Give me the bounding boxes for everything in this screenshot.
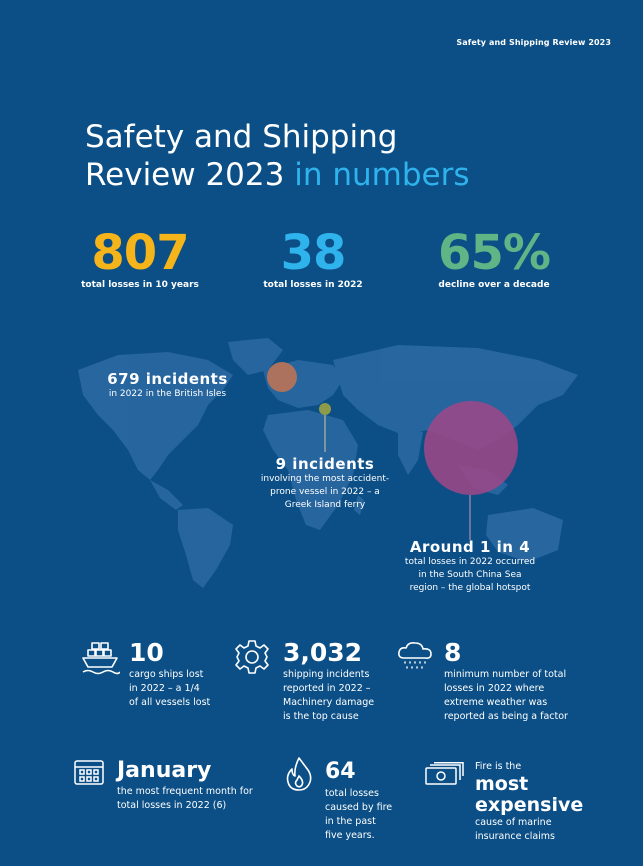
stat-value: 3,032 — [283, 638, 363, 667]
stat-text-line-2: in 2022 – a 1/4 — [129, 683, 200, 694]
calendar-icon — [73, 758, 105, 786]
callout-heading: Around 1 in 4 — [409, 538, 531, 556]
stat-text-line-3: in the past — [325, 816, 376, 827]
stat-text-line-2: losses in 2022 where — [444, 683, 545, 694]
callout-text-line-3: region – the global hotspot — [409, 583, 531, 593]
stat-value: 65% — [438, 225, 551, 281]
greece-marker — [319, 403, 331, 415]
callout-text-line-1: involving the most accident- — [260, 474, 390, 484]
british-isles-marker — [267, 362, 297, 392]
stat-text-line-1: cargo ships lost — [129, 669, 204, 680]
stat-text-line-1: cause of marine — [475, 817, 552, 828]
stat-value: January — [117, 758, 212, 783]
stat-total-losses-2022: 38 total losses in 2022 — [213, 228, 413, 290]
gear-icon — [233, 638, 271, 676]
stat-value: 10 — [129, 638, 164, 667]
callout-heading: 679 incidents — [107, 370, 228, 388]
title-line-1: Safety and Shipping — [85, 119, 398, 155]
stat-value: 38 — [280, 225, 347, 281]
stat-emphasis-line-1: most — [475, 773, 529, 795]
asia-shape — [333, 345, 578, 450]
title-line-2: Review 2023 in numbers — [85, 156, 469, 194]
south-china-sea-marker — [424, 401, 518, 495]
callout-text: in 2022 in the British Isles — [108, 389, 227, 399]
callout-greek-ferry: 9 incidents involving the most accident-… — [240, 455, 410, 512]
stat-text-line-3: extreme weather was — [444, 697, 548, 708]
central-america-shape — [150, 480, 183, 510]
stat-text-line-2: reported in 2022 – — [283, 683, 371, 694]
stat-text-line-1: shipping incidents — [283, 669, 370, 680]
stat-label: total losses in 10 years — [81, 280, 199, 290]
stat-label: decline over a decade — [438, 280, 550, 290]
africa-shape — [263, 410, 358, 530]
stat-text-line-3: Machinery damage — [283, 697, 375, 708]
greenland-shape — [228, 338, 283, 375]
callout-heading: 9 incidents — [275, 455, 375, 473]
stat-text-line-3: of all vessels lost — [129, 697, 211, 708]
india-shape — [398, 430, 423, 475]
title-highlight: in numbers — [294, 157, 470, 193]
callout-text-line-3: Greek Island ferry — [284, 500, 366, 510]
callout-text-line-2: prone vessel in 2022 – a — [270, 487, 380, 497]
callout-text-line-1: total losses in 2022 occurred — [404, 557, 536, 567]
cargo-ship-icon — [80, 640, 120, 676]
callout-text-line-2: in the South China Sea — [418, 570, 522, 580]
south-america-shape — [178, 508, 233, 588]
banknotes-icon — [424, 762, 464, 786]
stat-text-line-1: minimum number of total — [444, 669, 567, 680]
stat-total-losses-decade: 807 total losses in 10 years — [40, 228, 240, 290]
report-tag: Safety and Shipping Review 2023 — [456, 38, 611, 47]
stat-text-line-1: total losses — [325, 788, 379, 799]
title-line-2-main: Review 2023 — [85, 157, 285, 193]
world-map — [78, 338, 578, 588]
stat-fire-losses: 64 total losses caused by fire in the pa… — [325, 757, 392, 843]
stat-cargo-ships: 10 cargo ships lost in 2022 – a 1/4 of a… — [129, 638, 210, 710]
stat-shipping-incidents: 3,032 shipping incidents reported in 202… — [283, 638, 374, 724]
stat-value: 807 — [91, 225, 189, 281]
stat-text-line-1: the most frequent month for — [117, 786, 253, 797]
callout-british-isles: 679 incidents in 2022 in the British Isl… — [95, 370, 240, 401]
stat-value: 64 — [325, 759, 356, 784]
flame-icon — [283, 756, 315, 792]
madagascar-shape — [354, 495, 364, 515]
stat-january: January the most frequent month for tota… — [117, 757, 253, 813]
page-title: Safety and Shipping Review 2023 in numbe… — [85, 118, 469, 194]
stat-text-line-2: insurance claims — [475, 831, 555, 842]
stat-emphasis-line-2: expensive — [475, 794, 584, 816]
stat-text-line-2: caused by fire — [325, 802, 393, 813]
north-america-shape — [78, 352, 233, 480]
stat-text-line-4: five years. — [325, 830, 375, 841]
stat-value: 8 — [444, 638, 462, 667]
stat-most-expensive: Fire is the most expensive cause of mari… — [475, 760, 583, 844]
callout-south-china-sea: Around 1 in 4 total losses in 2022 occur… — [385, 538, 555, 595]
stat-decline: 65% decline over a decade — [394, 228, 594, 290]
stat-intro: Fire is the — [475, 761, 522, 772]
stat-text-line-4: is the top cause — [283, 711, 359, 722]
storm-cloud-icon — [396, 640, 434, 672]
australia-shape — [486, 508, 563, 562]
stat-text-line-4: reported as being a factor — [444, 711, 568, 722]
stat-extreme-weather: 8 minimum number of total losses in 2022… — [444, 638, 568, 724]
stat-label: total losses in 2022 — [263, 280, 363, 290]
stat-text-line-2: total losses in 2022 (6) — [117, 800, 227, 811]
